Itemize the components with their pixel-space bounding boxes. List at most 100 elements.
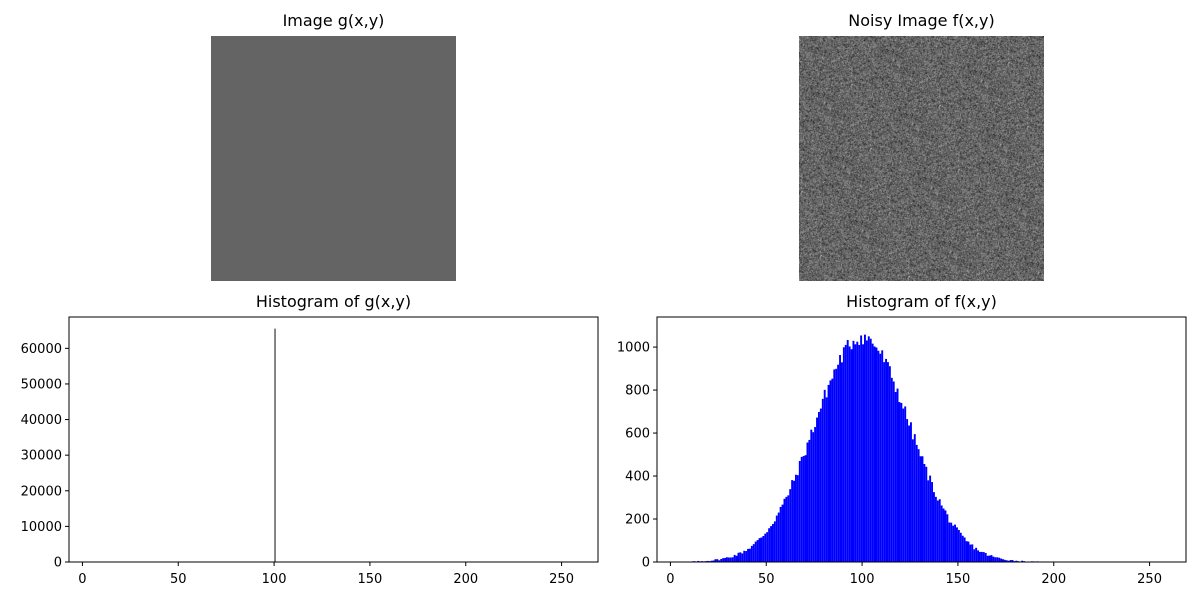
histogram-bar <box>961 535 964 562</box>
histogram-bar <box>929 475 932 562</box>
histogram-bar <box>942 508 945 562</box>
histogram-bar <box>720 558 723 562</box>
x-tick-label: 0 <box>666 572 674 587</box>
histogram-bar <box>881 350 884 562</box>
histogram-bar <box>990 555 993 562</box>
histogram-bar <box>758 538 761 562</box>
histogram-bar <box>975 547 978 562</box>
histogram-bar <box>867 336 870 562</box>
histogram-bar <box>911 439 914 562</box>
histogram-bar <box>706 560 709 562</box>
histogram-bar <box>871 343 874 562</box>
histogram-bar <box>808 439 811 562</box>
histogram-bar <box>827 384 830 562</box>
x-tick-label: 200 <box>453 572 478 587</box>
histogram-bar <box>873 346 876 562</box>
histogram-bar <box>948 522 951 562</box>
histogram-bar <box>1007 560 1010 562</box>
histogram-bar <box>988 555 991 562</box>
histogram-bar <box>1002 559 1004 562</box>
x-tick-label: 50 <box>170 572 187 587</box>
histogram-bar <box>747 548 749 562</box>
histogram-bar <box>888 366 891 562</box>
histogram-bar <box>733 554 736 562</box>
histogram-bar <box>940 505 943 562</box>
histogram-bar <box>837 364 840 562</box>
histogram-bar <box>919 456 922 562</box>
histogram-bar <box>750 545 753 562</box>
histogram-bar <box>904 406 907 562</box>
y-tick-label: 600 <box>625 427 650 442</box>
histogram-bar <box>1011 560 1014 562</box>
image-f-title: Noisy Image f(x,y) <box>848 11 995 30</box>
histogram-bar <box>858 344 861 562</box>
image-g <box>211 36 456 281</box>
histogram-bar <box>965 541 968 562</box>
histogram-f-axes: 0 50 100 150 200 250 0 200 400 600 800 1000 <box>617 316 1187 587</box>
histogram-bar <box>785 496 788 562</box>
histogram-bar <box>864 334 866 562</box>
histogram-bar <box>890 377 893 562</box>
histogram-bar <box>969 544 972 562</box>
histogram-bar <box>906 419 909 562</box>
histogram-bar <box>952 525 955 562</box>
histogram-bar <box>800 456 803 562</box>
y-tick-label: 200 <box>625 513 650 528</box>
histogram-bar <box>718 560 721 562</box>
hist-f-title: Histogram of f(x,y) <box>846 292 997 311</box>
histogram-bar <box>727 557 730 562</box>
histogram-bar <box>821 398 824 562</box>
y-tick-label: 0 <box>642 556 650 571</box>
histogram-bar <box>1005 560 1008 562</box>
y-tick-label: 30000 <box>21 449 62 464</box>
y-tick-label: 20000 <box>21 484 62 499</box>
histogram-bar <box>1021 560 1024 562</box>
histogram-bar <box>795 474 797 562</box>
plot-frame <box>656 316 1187 563</box>
histogram-bar <box>756 540 759 562</box>
histogram-bar <box>908 425 910 562</box>
histogram-bar <box>796 475 799 562</box>
histogram-bar <box>856 341 859 562</box>
histogram-bar <box>775 515 778 562</box>
histogram-bar <box>956 527 958 562</box>
histogram-bar <box>825 397 828 562</box>
histogram-bar <box>787 495 790 562</box>
histogram-bar <box>779 506 782 562</box>
y-tick-label: 40000 <box>21 413 62 428</box>
histogram-bar <box>846 339 849 562</box>
y-tick-label: 60000 <box>21 342 62 357</box>
histogram-bar <box>986 555 989 562</box>
histogram-bar <box>724 557 726 562</box>
histogram-bar <box>833 369 836 562</box>
histogram-bar <box>896 388 899 562</box>
histogram-bar <box>894 392 897 562</box>
histogram-bar <box>274 328 276 562</box>
histogram-bar <box>898 402 901 562</box>
histogram-bar <box>802 456 805 562</box>
histogram-bar <box>862 344 864 562</box>
histogram-bar <box>823 389 826 562</box>
histogram-bar <box>829 380 832 562</box>
histogram-bar <box>977 550 979 562</box>
histogram-bar <box>772 523 774 562</box>
histogram-bar <box>804 455 807 562</box>
histogram-bar <box>934 496 937 562</box>
histogram-bar <box>745 551 748 562</box>
histogram-bar <box>814 427 817 562</box>
histogram-bar <box>737 552 740 562</box>
histogram-bar <box>722 558 725 562</box>
histogram-bar <box>743 550 746 562</box>
histogram-bar <box>735 555 738 562</box>
histogram-bar <box>831 378 834 562</box>
histogram-bar <box>992 556 995 562</box>
histogram-bar <box>810 429 813 562</box>
histogram-g-axes: 0 50 100 150 200 250 0 10000 20000 30000 40000 5000… <box>21 316 599 587</box>
histogram-bar <box>979 551 981 562</box>
histogram-bar <box>900 402 903 562</box>
histogram-bar <box>716 559 719 562</box>
histogram-bar <box>913 434 916 562</box>
x-tick-label: 250 <box>1137 572 1162 587</box>
image-g-title: Image g(x,y) <box>282 11 385 30</box>
histogram-bar <box>762 535 765 562</box>
